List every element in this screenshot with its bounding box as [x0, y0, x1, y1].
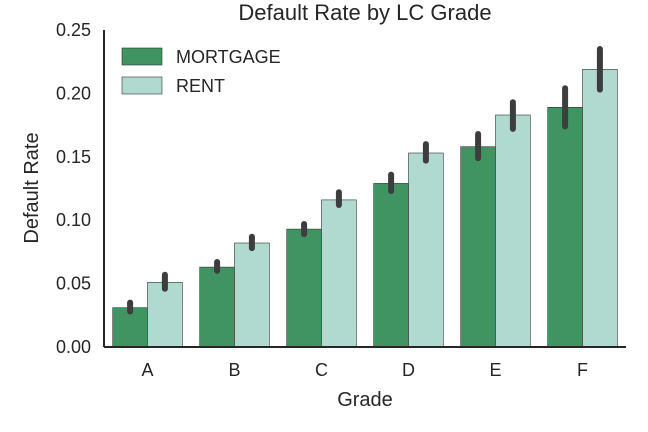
bar-rent-d: [408, 152, 444, 348]
bar-rent-b: [234, 242, 270, 348]
legend-swatch-mortgage: [121, 47, 163, 66]
y-tick-label: 0.15: [56, 147, 91, 167]
y-tick-label: 0.20: [56, 83, 91, 103]
legend-swatch-rent: [121, 76, 163, 95]
bar-mortgage-d: [373, 183, 409, 348]
x-tick-label-c: C: [315, 360, 328, 380]
x-tick-label-a: A: [141, 360, 153, 380]
x-ticks: A B C D E F: [141, 360, 588, 380]
x-tick-label-d: D: [402, 360, 415, 380]
bar-mortgage-e: [460, 146, 496, 348]
legend-label-mortgage: MORTGAGE: [176, 47, 281, 67]
y-tick-label: 0.00: [56, 337, 91, 357]
y-tick-label: 0.05: [56, 274, 91, 294]
x-tick-label-f: F: [577, 360, 588, 380]
error-bars-layer: [127, 46, 603, 315]
y-tick-label: 0.25: [56, 20, 91, 40]
y-axis-label: Default Rate: [21, 132, 43, 243]
legend-label-rent: RENT: [176, 76, 225, 96]
bar-mortgage-b: [199, 266, 235, 348]
bar-mortgage-c: [286, 228, 322, 348]
bar-rent-f: [582, 69, 618, 348]
x-axis-label: Grade: [337, 389, 393, 411]
x-tick-label-e: E: [489, 360, 501, 380]
y-ticks: 0.00 0.05 0.10 0.15 0.20 0.25: [56, 20, 91, 357]
bar-rent-c: [321, 199, 357, 348]
bar-rent-a: [147, 281, 183, 348]
bar-rent-e: [495, 114, 531, 348]
legend: MORTGAGE RENT: [121, 47, 281, 96]
chart-title: Default Rate by LC Grade: [238, 0, 491, 25]
bars-layer: [112, 69, 618, 348]
x-tick-label-b: B: [228, 360, 240, 380]
y-tick-label: 0.10: [56, 210, 91, 230]
bar-mortgage-f: [547, 107, 583, 348]
